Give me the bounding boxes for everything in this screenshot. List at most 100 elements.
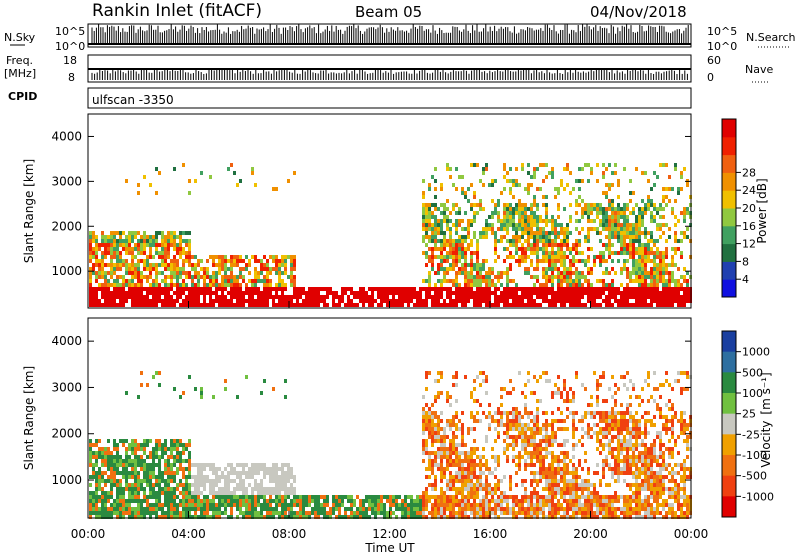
power-cell xyxy=(656,211,659,215)
power-cell xyxy=(452,291,455,295)
velocity-cell xyxy=(476,495,479,499)
power-cell xyxy=(257,275,260,279)
power-cell xyxy=(272,187,275,191)
velocity-cell xyxy=(218,503,221,507)
velocity-cell xyxy=(467,467,470,471)
power-cell xyxy=(182,251,185,255)
power-cell xyxy=(434,303,437,307)
power-cell xyxy=(290,271,293,275)
power-cell xyxy=(323,303,326,307)
power-cell xyxy=(566,231,569,235)
power-cell xyxy=(590,247,593,251)
power-cell xyxy=(443,267,446,271)
velocity-cell xyxy=(431,403,434,407)
power-cell xyxy=(443,231,446,235)
velocity-cell xyxy=(470,463,473,467)
power-cell xyxy=(137,247,140,251)
power-cell xyxy=(299,291,302,295)
velocity-cell xyxy=(203,479,206,483)
power-cell xyxy=(92,295,95,299)
power-cell xyxy=(569,247,572,251)
power-cell xyxy=(509,215,512,219)
power-cell xyxy=(605,227,608,231)
velocity-cell xyxy=(158,455,161,459)
power-cell xyxy=(248,259,251,263)
power-cell xyxy=(527,223,530,227)
power-cell xyxy=(476,263,479,267)
power-cell xyxy=(584,207,587,211)
power-cell xyxy=(500,223,503,227)
power-cell xyxy=(110,243,113,247)
velocity-cell xyxy=(122,475,125,479)
velocity-cell xyxy=(485,511,488,515)
velocity-cell xyxy=(431,503,434,507)
power-cell xyxy=(377,291,380,295)
velocity-cell xyxy=(470,395,473,399)
power-cell xyxy=(485,275,488,279)
velocity-cell xyxy=(164,499,167,503)
velocity-cell xyxy=(338,503,341,507)
power-cell xyxy=(542,179,545,183)
power-cell xyxy=(176,295,179,299)
velocity-cell xyxy=(407,515,410,519)
power-cell xyxy=(104,255,107,259)
power-cell xyxy=(416,291,419,295)
power-cell xyxy=(620,251,623,255)
power-cell xyxy=(581,275,584,279)
power-colorbar-tick-label: 4 xyxy=(742,273,749,286)
velocity-cell xyxy=(284,479,287,483)
velocity-cell xyxy=(437,423,440,427)
power-cell xyxy=(497,279,500,283)
velocity-cell xyxy=(443,503,446,507)
power-cell xyxy=(536,235,539,239)
power-cell xyxy=(161,235,164,239)
velocity-cell xyxy=(134,515,137,519)
velocity-cell xyxy=(461,491,464,495)
velocity-cell xyxy=(284,495,287,499)
power-cell xyxy=(437,279,440,283)
power-cell xyxy=(407,287,410,291)
power-cell xyxy=(533,291,536,295)
power-cell xyxy=(575,203,578,207)
velocity-cell xyxy=(404,495,407,499)
power-cell xyxy=(644,303,647,307)
power-cell xyxy=(596,179,599,183)
power-cell xyxy=(638,235,641,239)
power-cell xyxy=(605,271,608,275)
velocity-cell xyxy=(413,511,416,515)
power-cell xyxy=(602,271,605,275)
power-cell xyxy=(563,227,566,231)
range-tick-label: 4000 xyxy=(51,129,82,143)
velocity-cell xyxy=(278,503,281,507)
power-cell xyxy=(563,275,566,279)
velocity-cell xyxy=(467,499,470,503)
velocity-cell xyxy=(185,503,188,507)
power-cell xyxy=(128,251,131,255)
power-cell xyxy=(626,243,629,247)
power-cell xyxy=(599,207,602,211)
power-cell xyxy=(545,283,548,287)
power-cell xyxy=(617,231,620,235)
power-cell xyxy=(572,283,575,287)
power-cell xyxy=(95,295,98,299)
power-cell xyxy=(215,299,218,303)
power-cell xyxy=(557,223,560,227)
velocity-cell xyxy=(338,511,341,515)
velocity-cell xyxy=(287,479,290,483)
velocity-cell xyxy=(416,507,419,511)
velocity-cell xyxy=(92,467,95,471)
power-cell xyxy=(569,295,572,299)
power-cell xyxy=(530,183,533,187)
power-cell xyxy=(155,299,158,303)
power-cell xyxy=(455,271,458,275)
power-cell xyxy=(572,303,575,307)
power-cell xyxy=(662,295,665,299)
velocity-cell xyxy=(242,483,245,487)
velocity-cell xyxy=(227,495,230,499)
velocity-cell xyxy=(170,443,173,447)
velocity-cell xyxy=(158,479,161,483)
power-cell xyxy=(104,239,107,243)
power-cell xyxy=(161,263,164,267)
power-cell xyxy=(116,287,119,291)
power-cell xyxy=(278,271,281,275)
